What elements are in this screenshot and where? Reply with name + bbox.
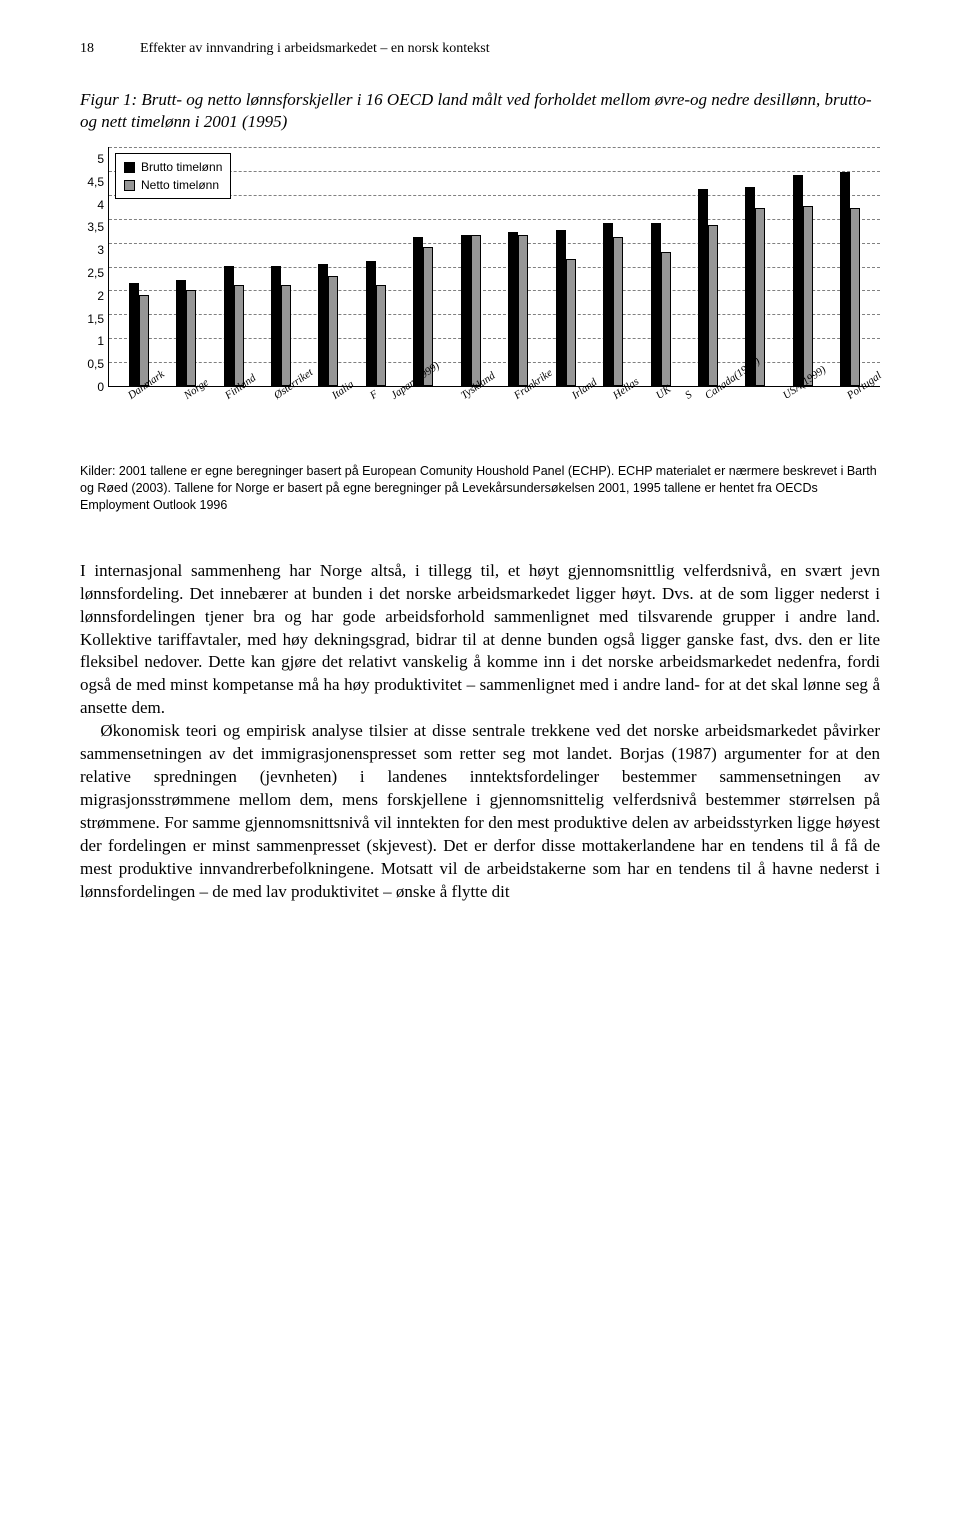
bar-netto — [376, 285, 386, 386]
chart-container: 5 4,5 4 3,5 3 2,5 2 1,5 1 0,5 0 Brutto timelønn Ne… — [80, 147, 880, 435]
bar-netto — [566, 259, 576, 386]
source-note: Kilder: 2001 tallene er egne beregninger… — [80, 463, 880, 514]
bar-netto — [186, 290, 196, 386]
y-tick-label: 0 — [97, 381, 104, 393]
bar-group — [210, 266, 257, 386]
bar-brutto — [556, 230, 566, 386]
bars-container — [109, 147, 880, 386]
bar-group — [827, 172, 874, 386]
bar-netto — [471, 235, 481, 386]
bar-netto — [803, 206, 813, 386]
bar-netto — [518, 235, 528, 386]
bar-brutto — [508, 232, 518, 386]
header-title: Effekter av innvandring i arbeidsmarkede… — [140, 40, 880, 59]
page-number: 18 — [80, 40, 110, 59]
bar-group — [400, 237, 447, 386]
y-tick-label: 3 — [97, 244, 104, 256]
y-tick-label: 2,5 — [87, 267, 104, 279]
bar-group — [352, 261, 399, 386]
x-axis: DanmarkNorgeFinlandØsterriketItaliaFJapa… — [80, 391, 880, 427]
bar-brutto — [461, 235, 471, 386]
bar-netto — [328, 276, 338, 386]
y-tick-label: 4,5 — [87, 176, 104, 188]
bar-netto — [234, 285, 244, 386]
bar-group — [779, 175, 826, 386]
bar-group — [162, 280, 209, 386]
bar-brutto — [366, 261, 376, 386]
y-tick-label: 2 — [97, 290, 104, 302]
bar-chart: 54,543,532,521,510,50 Brutto timelønn Ne… — [80, 147, 880, 387]
bar-brutto — [651, 223, 661, 386]
page-header: 18 Effekter av innvandring i arbeidsmark… — [80, 40, 880, 59]
bar-brutto — [129, 283, 139, 386]
y-tick-label: 1,5 — [87, 313, 104, 325]
bar-group — [447, 235, 494, 386]
bar-brutto — [698, 189, 708, 386]
bar-brutto — [840, 172, 850, 386]
bar-brutto — [603, 223, 613, 386]
bar-netto — [139, 295, 149, 386]
bar-brutto — [176, 280, 186, 386]
bar-group — [589, 223, 636, 386]
bar-netto — [661, 252, 671, 386]
bar-brutto — [413, 237, 423, 386]
y-tick-label: 1 — [97, 335, 104, 347]
bar-group — [684, 189, 731, 386]
bar-brutto — [271, 266, 281, 386]
bar-group — [637, 223, 684, 386]
bar-netto — [281, 285, 291, 386]
bar-brutto — [318, 264, 328, 386]
bar-netto — [613, 237, 623, 386]
bar-group — [257, 266, 304, 386]
figure-caption: Figur 1: Brutt- og netto lønnsforskjelle… — [80, 89, 880, 133]
y-tick-label: 3,5 — [87, 221, 104, 233]
y-tick-label: 5 — [97, 153, 104, 165]
bar-group — [495, 232, 542, 386]
bar-group — [542, 230, 589, 386]
y-tick-label: 0,5 — [87, 358, 104, 370]
bar-netto — [850, 208, 860, 386]
paragraph: I internasjonal sammenheng har Norge alt… — [80, 560, 880, 721]
body-text: I internasjonal sammenheng har Norge alt… — [80, 560, 880, 904]
bar-netto — [708, 225, 718, 386]
y-axis: 54,543,532,521,510,50 — [80, 147, 108, 387]
bar-brutto — [224, 266, 234, 386]
y-tick-label: 4 — [97, 199, 104, 211]
bar-brutto — [793, 175, 803, 386]
paragraph: Økonomisk teori og empirisk analyse tils… — [80, 720, 880, 904]
plot-area: Brutto timelønn Netto timelønn — [108, 147, 880, 387]
bar-group — [305, 264, 352, 386]
